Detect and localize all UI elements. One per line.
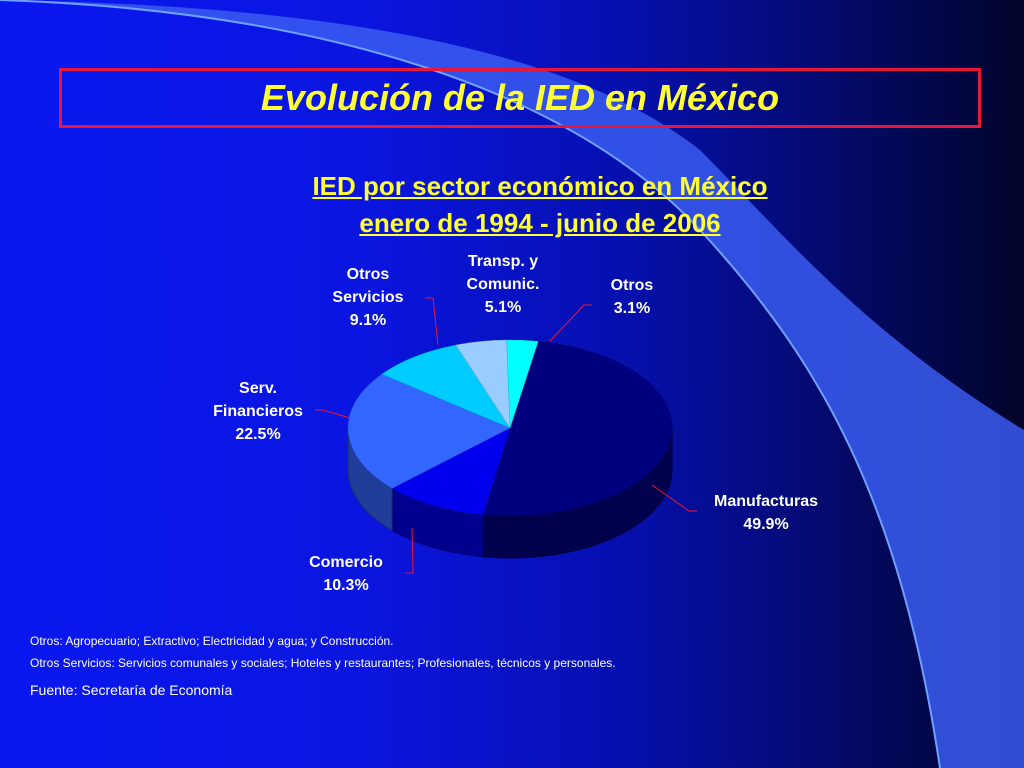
leader-line-3 [425, 297, 439, 346]
pie-slice-manufacturas [482, 341, 673, 517]
slide-title: Evolución de la IED en México [260, 77, 780, 118]
pie-label-serv-financieros: Serv. Financieros 22.5% [213, 380, 303, 443]
pie-slice-serv-financieros [347, 373, 511, 489]
pie-slice-comercio [391, 427, 511, 516]
leader-line-2 [315, 409, 351, 419]
pie-label-manufacturas: Manufacturas 49.9% [713, 493, 819, 533]
pie-slice-otros-servicios [381, 344, 511, 429]
leader-line-1 [405, 527, 414, 574]
pie-slice-otros [506, 339, 539, 429]
chart-title-line-2: enero de 1994 - junio de 2006 [359, 208, 721, 238]
pie-label-otros-servicios: Otros Servicios 9.1% [332, 266, 404, 329]
leader-line-0 [651, 484, 697, 512]
note-otros: Otros: Agropecuario; Extractivo; Electri… [30, 634, 394, 648]
title-box: Evolución de la IED en México [59, 68, 981, 128]
source-note: Fuente: Secretaría de Economía [30, 682, 233, 698]
pie-label-transp-y-comunic-: Transp. y Comunic. 5.1% [466, 253, 540, 316]
note-otros-servicios: Otros Servicios: Servicios comunales y s… [30, 656, 616, 670]
chart-title-line-1: IED por sector económico en México [312, 171, 768, 201]
leader-line-5 [549, 304, 592, 342]
pie-label-otros: Otros 3.1% [610, 277, 654, 317]
pie-label-comercio: Comercio 10.3% [309, 554, 383, 594]
